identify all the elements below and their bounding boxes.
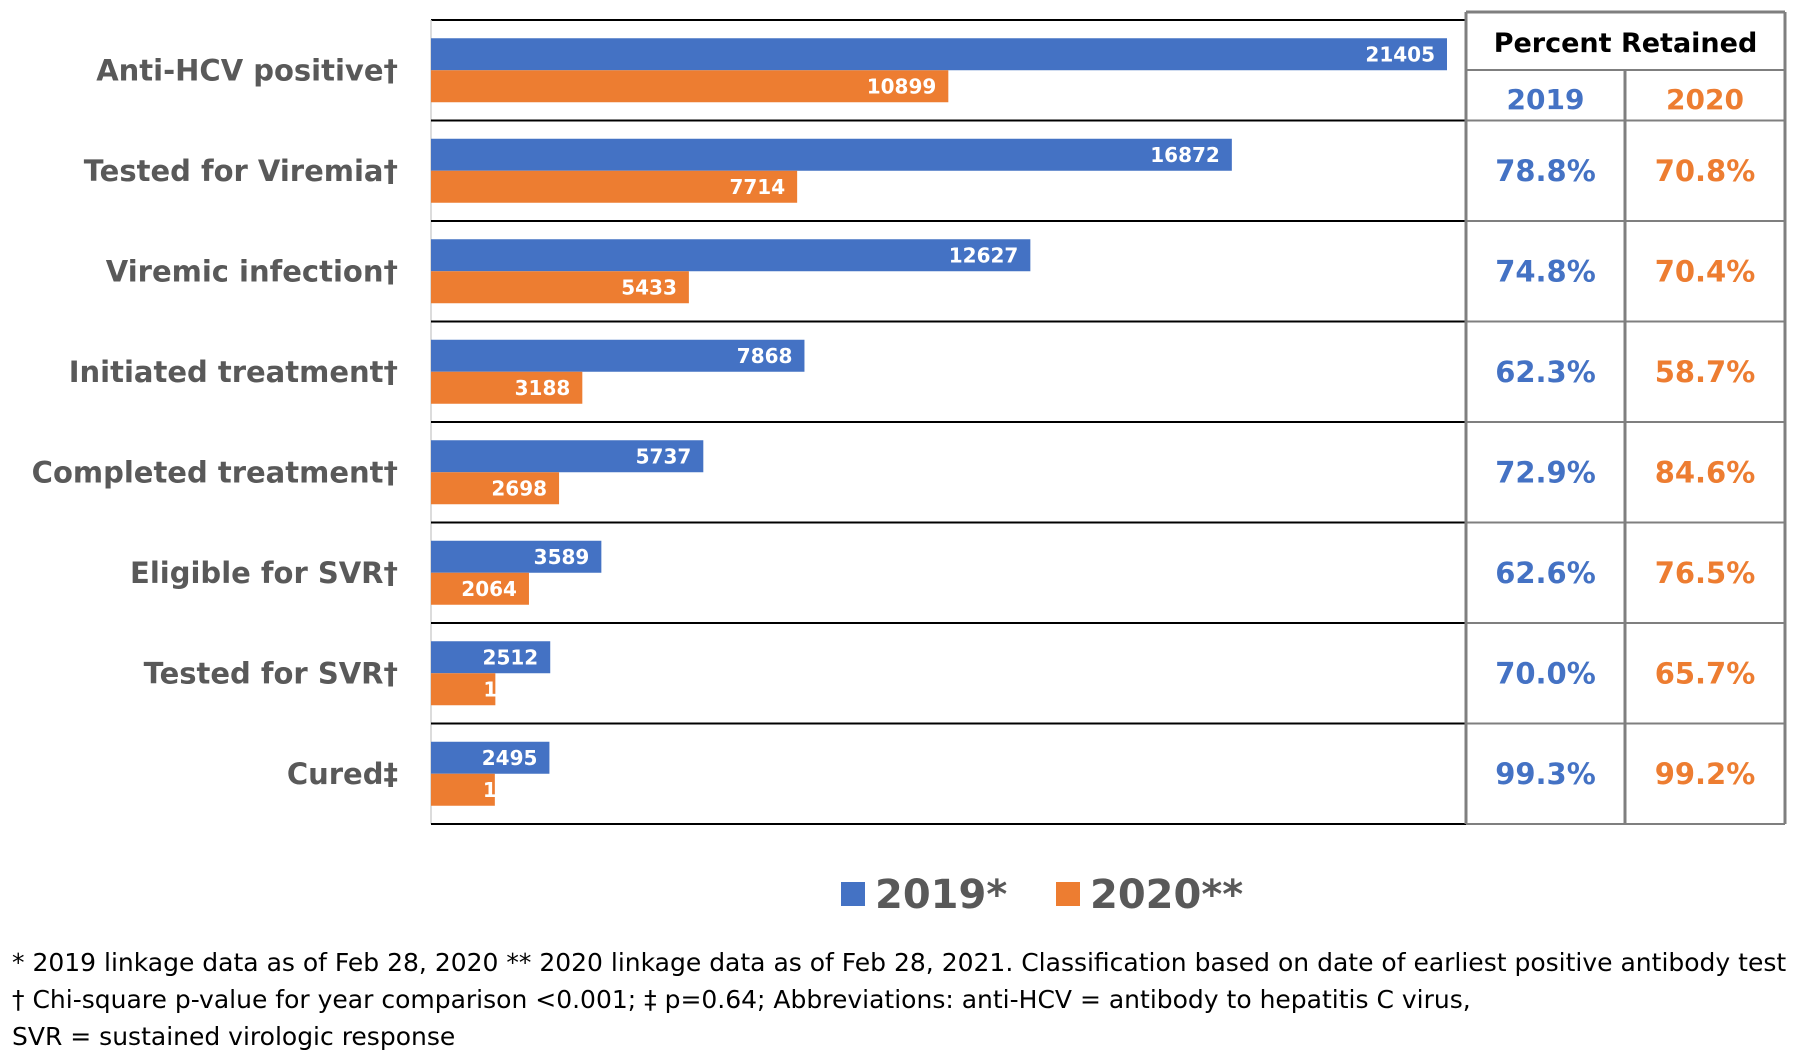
- bar-2019: [431, 440, 704, 473]
- bar-value-label: 1345: [483, 778, 539, 802]
- bar-2019: [431, 540, 602, 573]
- table-col-2020: 2020: [1666, 83, 1744, 116]
- bar-2019: [431, 641, 551, 674]
- bar-2020: [431, 371, 583, 404]
- bar-value-label: 2495: [482, 746, 538, 770]
- percent-retained-table: Percent Retained 2019 2020 78.8% 70.8% 74.8% 7…: [1464, 10, 1787, 825]
- footnote-line-1: * 2019 linkage data as of Feb 28, 2020 *…: [12, 948, 1787, 977]
- bar-2020: [431, 170, 798, 203]
- bar-2020: [431, 673, 496, 706]
- bar-value-label: 7868: [737, 344, 793, 368]
- bar-value-label: 2698: [491, 476, 547, 500]
- bar-value-label: 10899: [867, 74, 937, 98]
- category-label: Cured‡: [287, 757, 398, 791]
- legend: 2019* 2020**: [841, 872, 1243, 918]
- bar-value-label: 12627: [949, 243, 1019, 267]
- bar-value-label: 2064: [461, 577, 517, 601]
- bar-2019: [431, 138, 1232, 171]
- bar-2019: [431, 741, 550, 774]
- category-label: Anti-HCV positive†: [96, 53, 398, 87]
- table-col-2019: 2019: [1507, 83, 1585, 116]
- bar-2020: [431, 472, 560, 505]
- category-label: Tested for SVR†: [144, 656, 398, 690]
- category-label: Tested for Viremia†: [84, 154, 398, 188]
- percent-retained-2019: 62.3%: [1495, 355, 1596, 389]
- bar-value-label: 21405: [1365, 42, 1435, 66]
- footnote-line-2: † Chi-square p-value for year comparison…: [12, 985, 1471, 1014]
- footnotes: * 2019 linkage data as of Feb 28, 2020 *…: [12, 944, 1792, 1055]
- percent-retained-2020: 99.2%: [1655, 757, 1756, 791]
- percent-retained-2020: 65.7%: [1655, 656, 1756, 690]
- bar-value-label: 3188: [515, 376, 571, 400]
- percent-retained-2019: 72.9%: [1495, 455, 1596, 489]
- legend-label-2019: 2019*: [875, 872, 1007, 918]
- category-label: Viremic infection†: [106, 254, 398, 288]
- footnote-line-3: SVR = sustained virologic response: [12, 1022, 456, 1051]
- category-label: Completed treatment†: [32, 455, 398, 489]
- bar-2019: [431, 38, 1447, 71]
- bar-2020: [431, 572, 529, 605]
- bar-2020: [431, 271, 689, 304]
- bar-value-label: 2512: [483, 645, 539, 669]
- legend-swatch-2020: [1056, 882, 1080, 906]
- bar-2019: [431, 339, 805, 372]
- bar-2020: [431, 773, 495, 806]
- percent-retained-2020: 70.4%: [1655, 254, 1756, 288]
- bars-layer: Anti-HCV positive† 21405 10899 Tested for V…: [32, 19, 1466, 825]
- percent-retained-2019: 62.6%: [1495, 556, 1596, 590]
- legend-label-2020: 2020**: [1090, 872, 1243, 918]
- legend-swatch-2019: [841, 882, 865, 906]
- percent-retained-2019: 78.8%: [1495, 154, 1596, 188]
- bar-value-label: 7714: [729, 175, 785, 199]
- percent-retained-2019: 74.8%: [1495, 254, 1596, 288]
- bar-2020: [431, 70, 949, 103]
- category-label: Initiated treatment†: [69, 355, 398, 389]
- percent-retained-2020: 70.8%: [1655, 154, 1756, 188]
- bar-value-label: 1356: [483, 677, 539, 701]
- category-label: Eligible for SVR†: [130, 556, 398, 590]
- percent-retained-2020: 76.5%: [1655, 556, 1756, 590]
- bar-2019: [431, 239, 1031, 272]
- bar-value-label: 16872: [1150, 143, 1220, 167]
- bar-value-label: 5433: [621, 275, 677, 299]
- bar-value-label: 3589: [534, 545, 590, 569]
- table-title: Percent Retained: [1494, 28, 1758, 59]
- percent-retained-2019: 99.3%: [1495, 757, 1596, 791]
- percent-retained-2019: 70.0%: [1495, 656, 1596, 690]
- bar-value-label: 5737: [636, 444, 692, 468]
- percent-retained-2020: 84.6%: [1655, 455, 1756, 489]
- percent-retained-2020: 58.7%: [1655, 355, 1756, 389]
